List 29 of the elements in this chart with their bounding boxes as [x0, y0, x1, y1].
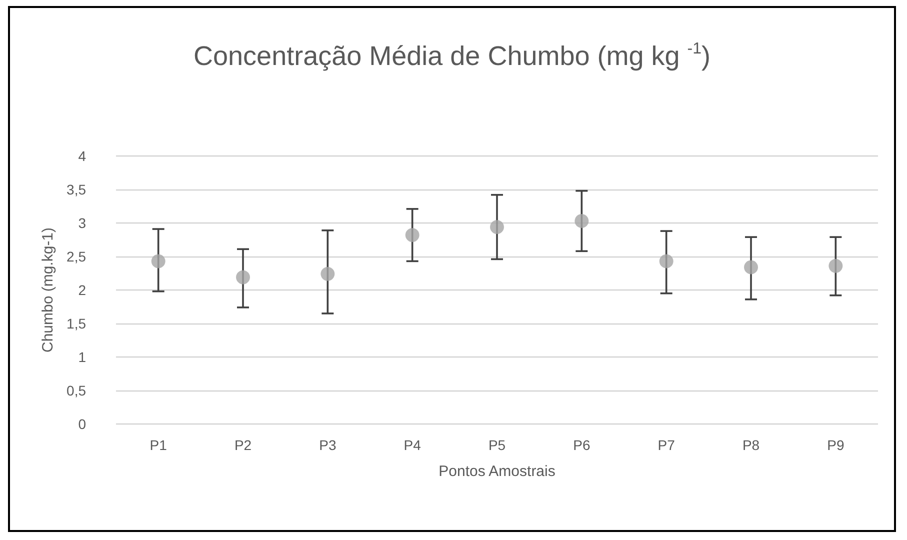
y-tick-label: 3: [78, 215, 86, 231]
x-tick-label: P7: [658, 437, 676, 453]
y-tick-label: 1: [78, 349, 86, 365]
point: [490, 220, 504, 234]
point: [828, 258, 843, 273]
point: [236, 270, 250, 284]
point: [151, 254, 166, 268]
x-tick-label: P3: [319, 437, 336, 453]
y-tick-label: 0: [78, 416, 86, 432]
y-tick-label: 1,5: [66, 316, 86, 332]
x-tick-label: P8: [742, 437, 760, 453]
x-tick-label: P6: [573, 437, 590, 453]
x-tick-label: P2: [234, 437, 252, 453]
point: [744, 260, 758, 274]
point: [320, 266, 335, 281]
x-tick-label: P5: [488, 437, 506, 453]
x-tick-label: P9: [827, 437, 844, 453]
x-tick-label: P1: [150, 437, 168, 453]
x-axis-title: Pontos Amostrais: [438, 463, 556, 480]
x-tick-label: P4: [404, 437, 422, 453]
point: [659, 254, 674, 268]
y-tick-label: 2: [78, 282, 86, 298]
point: [574, 214, 589, 228]
point: [405, 228, 420, 242]
y-tick-label: 0,5: [66, 382, 86, 398]
y-tick-label: 2,5: [66, 248, 86, 264]
y-tick-label: 4: [78, 148, 86, 164]
y-axis-title: Chumbo (mg.kg-1): [40, 227, 57, 353]
y-tick-label: 3,5: [66, 182, 86, 198]
